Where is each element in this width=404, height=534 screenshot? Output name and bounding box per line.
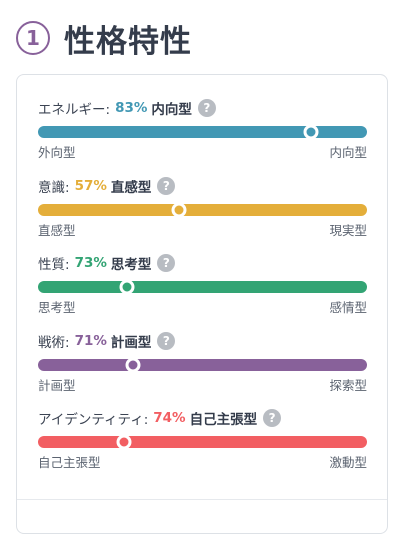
trait-right-label: 激動型 xyxy=(329,455,367,470)
trait-percent: 71% xyxy=(74,333,107,349)
trait-slider-track xyxy=(38,279,367,295)
trait-tactics: 戦術: 71% 計画型 ? 計画型 探索型 xyxy=(38,329,367,394)
trait-header: エネルギー: 83% 内向型 ? xyxy=(38,96,367,120)
trait-right-label: 現実型 xyxy=(329,223,367,238)
trait-name: 性質: xyxy=(38,257,70,273)
trait-slider-knob xyxy=(119,279,135,295)
trait-name: アイデンティティ: xyxy=(38,412,149,428)
trait-type: 内向型 xyxy=(151,102,192,118)
trait-identity: アイデンティティ: 74% 自己主張型 ? 自己主張型 激動型 xyxy=(38,406,367,471)
help-icon[interactable]: ? xyxy=(157,177,176,195)
trait-left-label: 外向型 xyxy=(38,145,76,160)
card-divider xyxy=(17,499,387,500)
trait-right-label: 内向型 xyxy=(329,145,367,160)
section-header: 1 性格特性 xyxy=(16,16,192,60)
trait-name: 意識: xyxy=(38,180,70,196)
help-icon[interactable]: ? xyxy=(263,409,282,427)
trait-header: 戦術: 71% 計画型 ? xyxy=(38,329,367,353)
trait-slider-knob xyxy=(116,434,132,450)
trait-name: エネルギー: xyxy=(38,102,111,118)
help-icon[interactable]: ? xyxy=(157,254,176,272)
trait-mind: 意識: 57% 直感型 ? 直感型 現実型 xyxy=(38,174,367,239)
trait-energy: エネルギー: 83% 内向型 ? 外向型 内向型 xyxy=(38,96,367,161)
trait-slider-knob xyxy=(171,202,187,218)
trait-slider-track xyxy=(38,202,367,218)
trait-header: 意識: 57% 直感型 ? xyxy=(38,174,367,198)
trait-name: 戦術: xyxy=(38,335,70,351)
trait-right-label: 感情型 xyxy=(329,300,367,315)
trait-type: 計画型 xyxy=(110,335,152,351)
trait-percent: 73% xyxy=(74,255,107,271)
trait-percent: 57% xyxy=(74,178,107,194)
trait-percent: 74% xyxy=(153,410,186,426)
trait-right-label: 探索型 xyxy=(329,378,367,393)
trait-left-label: 思考型 xyxy=(38,300,76,315)
traits-card: エネルギー: 83% 内向型 ? 外向型 内向型 意識: 57% 直感型 ? 直… xyxy=(16,74,388,534)
trait-slider-track xyxy=(38,124,367,140)
trait-slider-knob xyxy=(125,357,141,373)
trait-type: 自己主張型 xyxy=(189,412,258,428)
help-icon[interactable]: ? xyxy=(157,332,176,350)
page-title: 性格特性 xyxy=(64,23,192,60)
trait-type: 思考型 xyxy=(110,257,152,273)
trait-percent: 83% xyxy=(115,100,148,116)
trait-header: 性質: 73% 思考型 ? xyxy=(38,251,367,275)
trait-slider-knob xyxy=(303,124,319,140)
step-number-badge: 1 xyxy=(16,21,50,55)
trait-left-label: 計画型 xyxy=(38,378,76,393)
trait-nature: 性質: 73% 思考型 ? 思考型 感情型 xyxy=(38,251,367,316)
trait-slider-track xyxy=(38,357,367,373)
trait-left-label: 直感型 xyxy=(38,223,76,238)
trait-left-label: 自己主張型 xyxy=(38,455,101,470)
trait-type: 直感型 xyxy=(110,180,152,196)
trait-slider-track xyxy=(38,434,367,450)
trait-header: アイデンティティ: 74% 自己主張型 ? xyxy=(38,406,367,430)
help-icon[interactable]: ? xyxy=(197,99,216,117)
